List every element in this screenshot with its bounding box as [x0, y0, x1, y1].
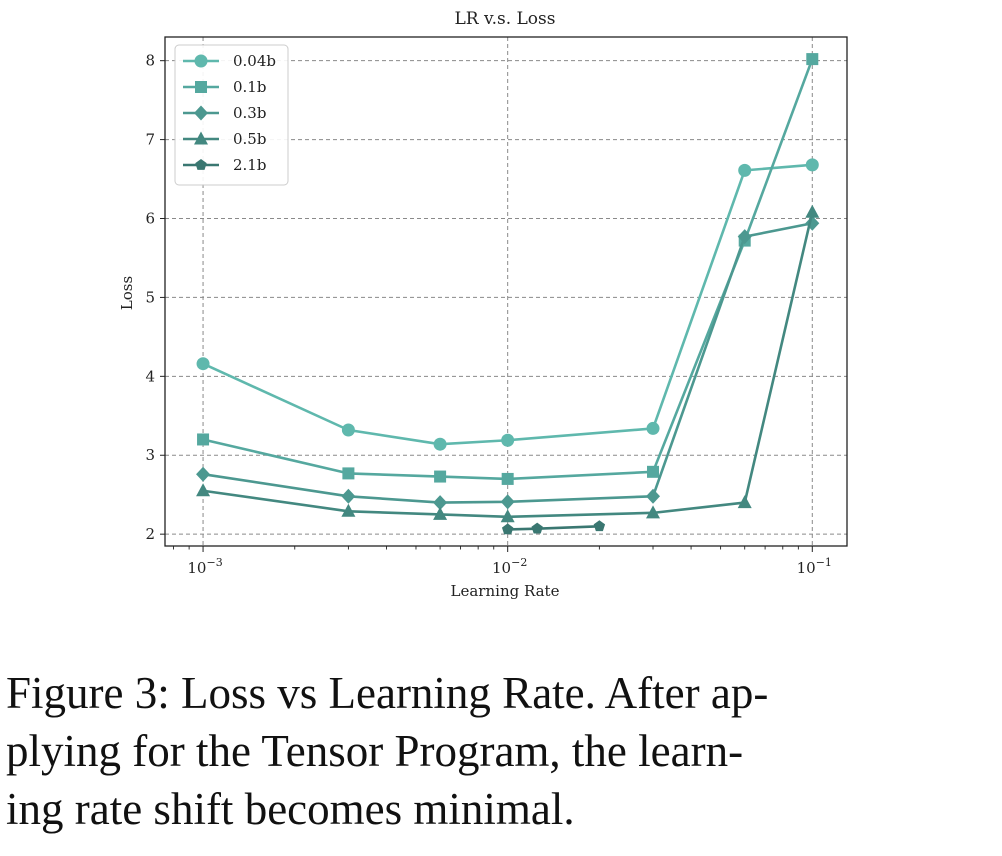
data-point-0.3b — [341, 488, 356, 504]
x-tick-label: 10−3 — [187, 556, 222, 577]
y-tick-label: 3 — [145, 446, 155, 464]
series-line-2.1b — [507, 524, 600, 531]
caption-line: plying for the Tensor Program, the learn… — [6, 726, 744, 776]
legend-marker-0.3b — [194, 105, 208, 121]
plot-frame — [164, 36, 848, 547]
data-point-0.04b — [341, 423, 355, 437]
legend-marker-0.5b — [194, 131, 208, 145]
data-point-2.1b — [501, 523, 514, 535]
legend-label-0.5b: 0.5b — [233, 130, 266, 148]
loss-vs-lr-chart: LR v.s. Loss 2 3 4 5 6 7 8 10−3 10−2 10−1 0.04b 0.1… — [118, 9, 848, 600]
caption-line: Figure 3: Loss vs Learning Rate. After a… — [6, 668, 769, 718]
data-point-0.3b — [646, 488, 661, 504]
data-point-0.5b — [737, 495, 752, 509]
legend: 0.04b 0.1b 0.3b 0.5b 2.1b — [174, 44, 289, 186]
y-tick-label: 6 — [145, 210, 155, 228]
data-point-0.04b — [738, 163, 752, 177]
x-tick-label: 10−2 — [492, 556, 527, 577]
data-point-0.04b — [805, 158, 819, 172]
y-tick-label: 8 — [145, 52, 155, 70]
data-point-0.5b — [341, 503, 356, 517]
legend-label-0.04b: 0.04b — [233, 52, 276, 70]
plot-area: 2 3 4 5 6 7 8 10−3 10−2 10−1 0.04b 0.1b 0.3b 0.5b 2.1b — [145, 36, 848, 577]
data-point-0.3b — [433, 495, 448, 511]
data-point-0.3b — [500, 494, 515, 510]
data-point-0.1b — [806, 53, 819, 66]
figure-caption: Figure 3: Loss vs Learning Rate. After a… — [6, 664, 996, 838]
data-point-0.5b — [433, 506, 448, 520]
data-point-0.1b — [501, 472, 514, 485]
legend-label-2.1b: 2.1b — [233, 156, 266, 174]
data-point-0.5b — [196, 483, 211, 497]
data-point-0.1b — [342, 467, 355, 480]
data-point-0.1b — [647, 465, 660, 478]
legend-label-0.1b: 0.1b — [233, 78, 266, 96]
y-tick-label: 7 — [145, 131, 155, 149]
data-point-0.5b — [500, 509, 515, 523]
y-axis-label: Loss — [118, 276, 136, 310]
caption-line: ing rate shift becomes minimal. — [6, 784, 575, 834]
data-point-0.04b — [433, 437, 447, 451]
data-point-0.04b — [196, 357, 210, 371]
legend-marker-0.1b — [195, 81, 207, 93]
chart-title: LR v.s. Loss — [455, 9, 556, 29]
y-tick-label: 4 — [145, 367, 155, 385]
data-point-0.04b — [646, 421, 660, 435]
y-tick-label: 5 — [145, 288, 155, 306]
data-point-2.1b — [593, 520, 606, 532]
data-point-2.1b — [531, 522, 543, 534]
data-point-0.5b — [646, 505, 661, 519]
legend-label-0.3b: 0.3b — [233, 104, 266, 122]
data-point-0.1b — [434, 470, 447, 483]
data-point-0.3b — [737, 229, 752, 245]
legend-marker-0.04b — [194, 54, 208, 68]
data-point-0.04b — [501, 433, 515, 447]
y-tick-label: 2 — [145, 525, 155, 543]
data-point-0.3b — [196, 466, 211, 482]
data-point-0.1b — [197, 433, 210, 446]
x-tick-label: 10−1 — [797, 556, 832, 577]
x-axis-label: Learning Rate — [451, 582, 560, 600]
legend-box — [174, 44, 289, 186]
legend-marker-2.1b — [195, 159, 207, 170]
data-point-0.5b — [805, 204, 820, 218]
